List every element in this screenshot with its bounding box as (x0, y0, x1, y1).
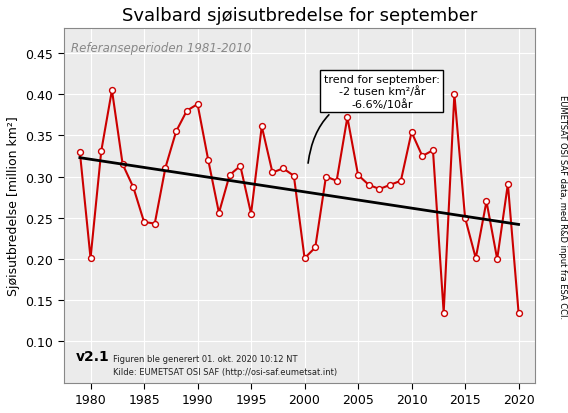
Point (193, 102, 202, 108)
Point (471, 255, 481, 262)
Point (375, 186, 384, 193)
Point (76, 149, 85, 156)
Point (268, 170, 277, 176)
Point (321, 174, 331, 180)
Point (289, 173, 298, 180)
Point (386, 182, 395, 189)
Point (396, 178, 406, 185)
Point (279, 166, 288, 172)
Y-axis label: Sjøisutbredelse [million km²]: Sjøisutbredelse [million km²] (7, 116, 20, 296)
Point (450, 92, 459, 98)
Point (172, 129, 181, 135)
Text: Referanseperioden 1981-2010: Referanseperioden 1981-2010 (71, 42, 251, 55)
Point (129, 185, 138, 191)
Point (461, 215, 470, 222)
Text: Kilde: EUMETSAT OSI SAF (http://osi-saf.eumetsat.int): Kilde: EUMETSAT OSI SAF (http://osi-saf.… (113, 367, 337, 376)
Point (118, 161, 127, 168)
Text: trend for september:
-2 tusen km²/år
-6.6%/10år: trend for september: -2 tusen km²/år -6.… (308, 74, 440, 164)
Point (161, 165, 170, 171)
Point (107, 88, 116, 94)
Point (407, 130, 416, 136)
Title: Svalbard sjøisutbredelse for september: Svalbard sjøisutbredelse for september (122, 7, 477, 25)
Point (514, 309, 523, 316)
Point (503, 181, 512, 188)
Point (428, 147, 437, 154)
Point (353, 172, 362, 179)
Point (86, 255, 95, 262)
Point (236, 163, 245, 170)
Point (343, 115, 352, 121)
Point (482, 199, 491, 205)
Point (311, 244, 320, 251)
Point (332, 178, 341, 185)
Text: v2.1: v2.1 (76, 349, 109, 363)
Point (492, 256, 502, 263)
Point (225, 172, 234, 179)
Text: EUMETSAT OSI SAF data, med R&D input fra ESA CCI.: EUMETSAT OSI SAF data, med R&D input fra… (558, 95, 567, 318)
Point (214, 210, 223, 217)
Point (247, 211, 256, 218)
Point (150, 221, 159, 227)
Point (417, 153, 427, 160)
Point (140, 219, 149, 226)
Point (182, 108, 191, 115)
Point (257, 124, 266, 131)
Point (204, 157, 213, 164)
Text: Figuren ble generert 01. okt. 2020 10:12 NT: Figuren ble generert 01. okt. 2020 10:12… (113, 354, 298, 363)
Point (97, 148, 106, 155)
Point (364, 182, 373, 189)
Point (439, 309, 448, 316)
Point (300, 255, 309, 262)
